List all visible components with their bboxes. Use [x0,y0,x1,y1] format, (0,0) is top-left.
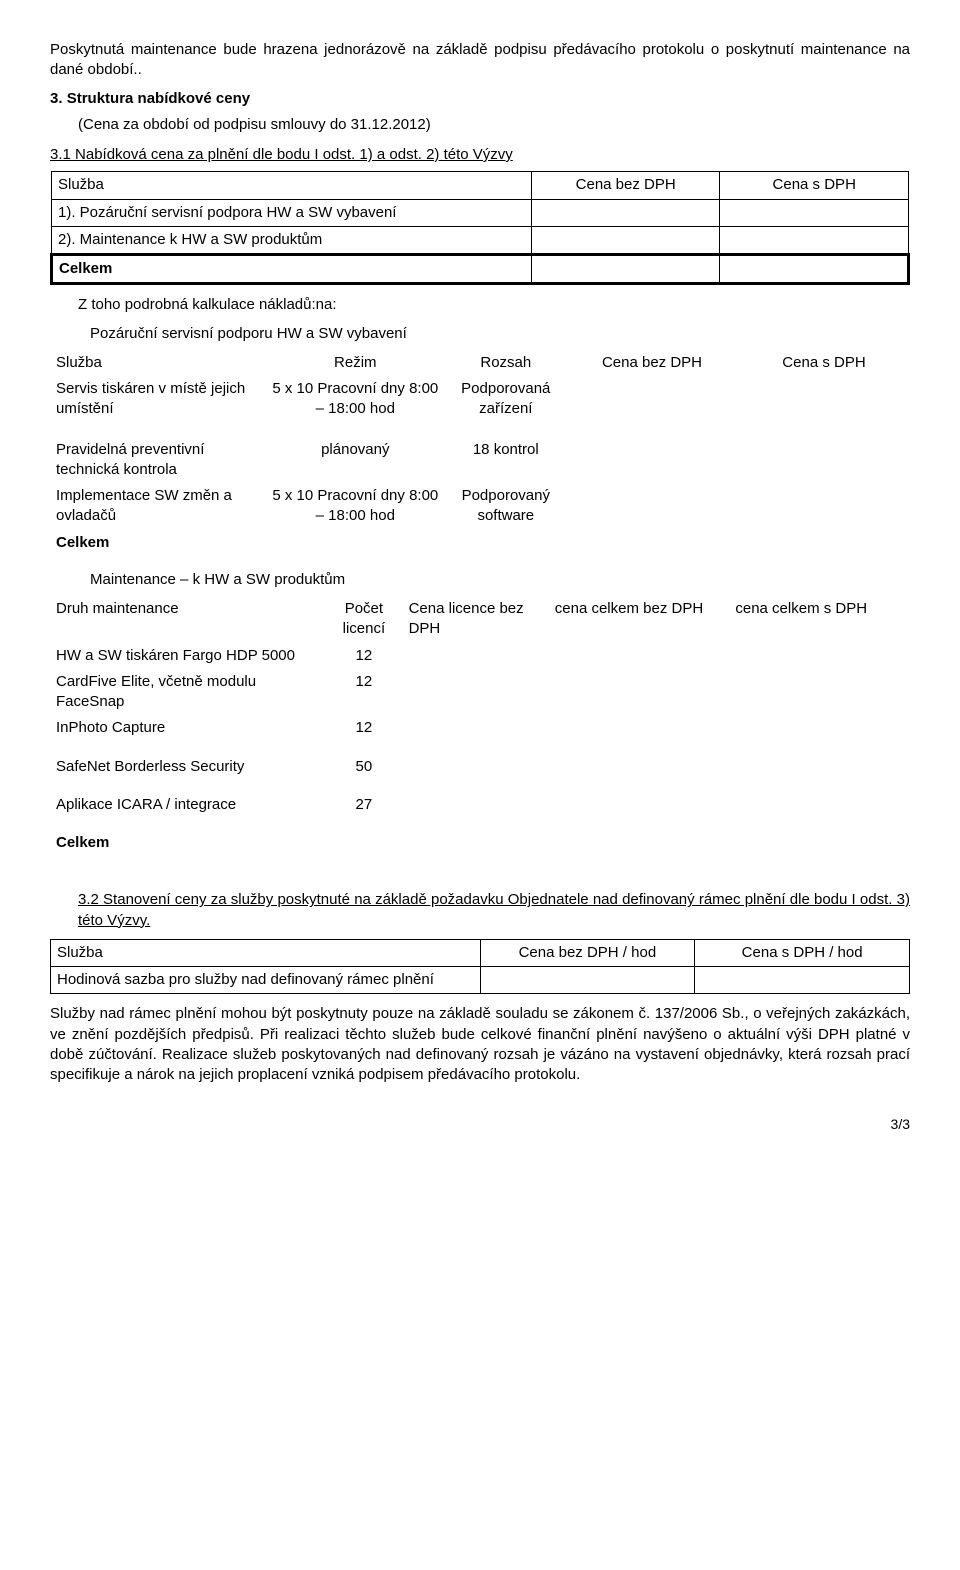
section-3-2-heading: 3.2 Stanovení ceny za služby poskytnuté … [78,890,910,931]
table-row: Implementace SW změn a ovladačů 5 x 10 P… [50,483,910,530]
table-row: Aplikace ICARA / integrace 27 [50,792,910,818]
cell-empty [531,199,720,226]
col-price-vat: Cena s DPH [738,350,910,376]
cell-count: 27 [325,792,402,818]
table-header-row: Služba Cena bez DPH / hod Cena s DPH / h… [51,939,910,966]
cell: Hodinová sazba pro služby nad definovaný… [51,967,481,994]
cell-empty [720,226,909,254]
table-row: HW a SW tiskáren Fargo HDP 5000 12 [50,643,910,669]
calc-intro: Z toho podrobná kalkulace nákladů:na: [78,295,910,315]
cell-service-2: 2). Maintenance k HW a SW produktům [52,226,532,254]
col-kind: Druh maintenance [50,596,325,643]
col-price-vat: Cena s DPH / hod [695,939,910,966]
col-price-novat: Cena bez DPH [566,350,738,376]
cell-count: 12 [325,669,402,716]
col-license-price: Cena licence bez DPH [403,596,549,643]
table-header-row: Služba Cena bez DPH Cena s DPH [52,172,909,199]
table-total-row: Celkem [50,530,910,556]
table-row: Pravidelná preventivní technická kontrol… [50,437,910,484]
table-row: CardFive Elite, včetně modulu FaceSnap 1… [50,669,910,716]
cell: 5 x 10 Pracovní dny 8:00 – 18:00 hod [265,376,446,423]
table-header-row: Druh maintenance Počet licencí Cena lice… [50,596,910,643]
table-row: Servis tiskáren v místě jejich umístění … [50,376,910,423]
cell-empty [480,967,695,994]
cell: InPhoto Capture [50,715,325,741]
cell-total-label: Celkem [52,255,532,284]
col-service: Služba [52,172,532,199]
col-mode: Režim [265,350,446,376]
table-total-row: Celkem [50,830,910,856]
intro-paragraph: Poskytnutá maintenance bude hrazena jedn… [50,40,910,81]
section-3-number: 3. [50,90,63,107]
cell: SafeNet Borderless Security [50,754,325,780]
table-row: Hodinová sazba pro služby nad definovaný… [51,967,910,994]
cell-count: 50 [325,754,402,780]
cell: Aplikace ICARA / integrace [50,792,325,818]
cell-empty [720,199,909,226]
table-total-row: Celkem [52,255,909,284]
table-row: 2). Maintenance k HW a SW produktům [52,226,909,254]
col-total-novat: cena celkem bez DPH [549,596,730,643]
section-3-1-heading: 3.1 Nabídková cena za plnění dle bodu I … [50,145,910,165]
table-row: 1). Pozáruční servisní podpora HW a SW v… [52,199,909,226]
cell-empty [531,226,720,254]
section-3-heading: 3. Struktura nabídkové ceny [50,89,910,109]
warranty-support-table: Služba Režim Rozsah Cena bez DPH Cena s … [50,350,910,556]
cell-total-label: Celkem [50,830,325,856]
cell: Servis tiskáren v místě jejich umístění [50,376,265,423]
cell-empty [695,967,910,994]
col-scope: Rozsah [446,350,566,376]
cell-empty [720,255,909,284]
cell: Podporovaný software [446,483,566,530]
cell: HW a SW tiskáren Fargo HDP 5000 [50,643,325,669]
col-service: Služba [51,939,481,966]
maintenance-subtitle: Maintenance – k HW a SW produktům [90,570,910,590]
table-header-row: Služba Režim Rozsah Cena bez DPH Cena s … [50,350,910,376]
page-number: 3/3 [50,1115,910,1134]
section-3-title: Struktura nabídkové ceny [67,90,250,107]
cell: Implementace SW změn a ovladačů [50,483,265,530]
cell-empty [531,255,720,284]
table-row: SafeNet Borderless Security 50 [50,754,910,780]
cell-count: 12 [325,715,402,741]
tail-paragraph: Služby nad rámec plnění mohou být poskyt… [50,1004,910,1085]
col-count: Počet licencí [325,596,402,643]
table-row: InPhoto Capture 12 [50,715,910,741]
calc-subtitle-1: Pozáruční servisní podporu HW a SW vybav… [90,324,910,344]
col-total-vat: cena celkem s DPH [729,596,910,643]
cell: 5 x 10 Pracovní dny 8:00 – 18:00 hod [265,483,446,530]
cell-total-label: Celkem [50,530,265,556]
offer-price-table: Služba Cena bez DPH Cena s DPH 1). Pozár… [50,171,910,285]
col-price-novat: Cena bez DPH [531,172,720,199]
cell: plánovaný [265,437,446,484]
cell: Podporovaná zařízení [446,376,566,423]
col-price-novat: Cena bez DPH / hod [480,939,695,966]
cell: Pravidelná preventivní technická kontrol… [50,437,265,484]
col-price-vat: Cena s DPH [720,172,909,199]
cell: 18 kontrol [446,437,566,484]
section-3-subtitle: (Cena za období od podpisu smlouvy do 31… [78,115,910,135]
cell-count: 12 [325,643,402,669]
cell: CardFive Elite, včetně modulu FaceSnap [50,669,325,716]
col-service: Služba [50,350,265,376]
cell-service-1: 1). Pozáruční servisní podpora HW a SW v… [52,199,532,226]
maintenance-table: Druh maintenance Počet licencí Cena lice… [50,596,910,856]
hourly-rate-table: Služba Cena bez DPH / hod Cena s DPH / h… [50,939,910,995]
